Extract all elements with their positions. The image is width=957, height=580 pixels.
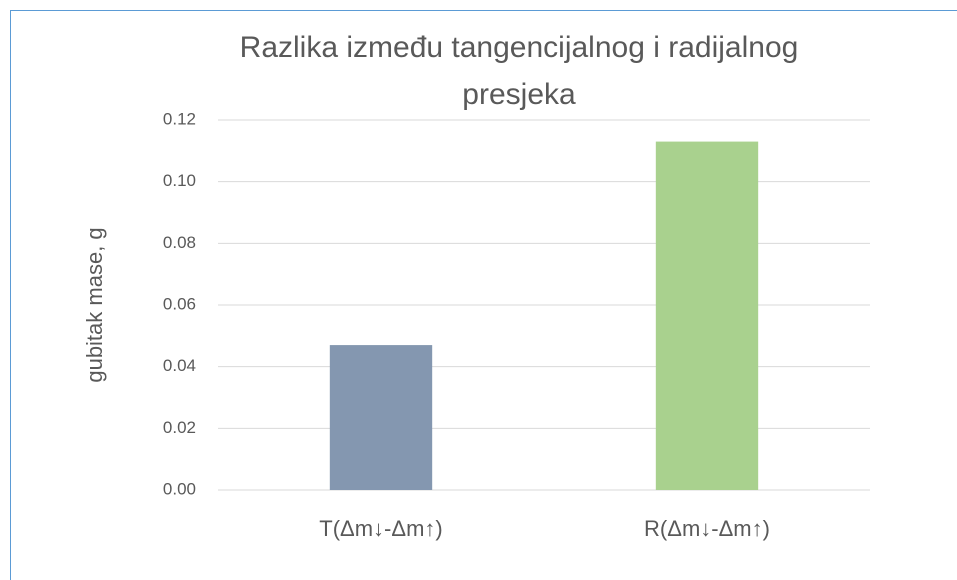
y-tick-label: 0.12 [163, 109, 196, 128]
chart-border [10, 10, 957, 580]
y-axis-label: gubitak mase, g [82, 227, 107, 382]
y-tick-label: 0.00 [163, 479, 196, 498]
x-tick-label: R(Δm↓-Δm↑) [644, 516, 770, 541]
y-tick-label: 0.10 [163, 171, 196, 190]
y-tick-label: 0.06 [163, 294, 196, 313]
y-tick-label: 0.08 [163, 233, 196, 252]
bar [655, 141, 759, 491]
bar [329, 345, 433, 490]
y-tick-label: 0.02 [163, 418, 196, 437]
chart-title: Razlika između tangencijalnog i radijaln… [239, 31, 799, 111]
y-tick-label: 0.04 [163, 356, 196, 375]
x-tick-label: T(Δm↓-Δm↑) [319, 516, 442, 541]
